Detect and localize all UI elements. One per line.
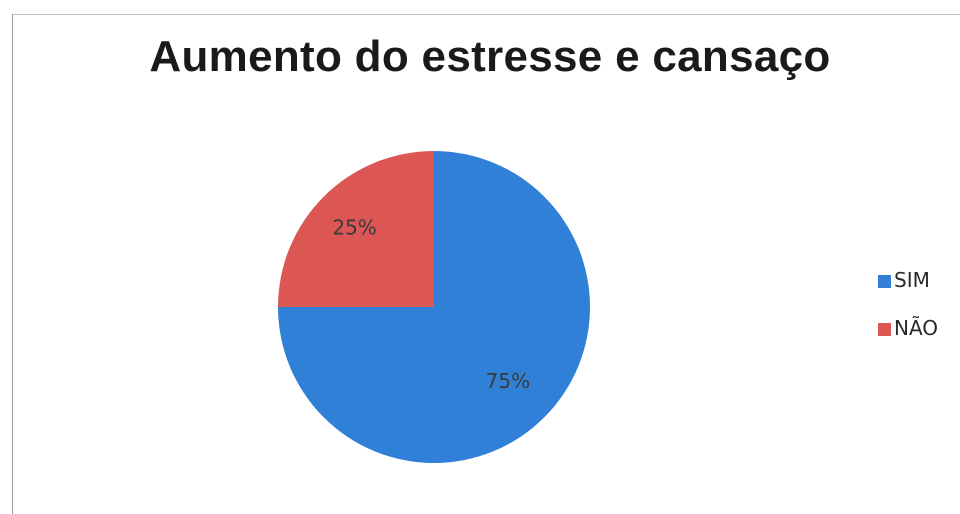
legend-item-nao: NÃO — [878, 316, 938, 340]
data-label-nao: 25% — [332, 216, 376, 240]
legend-item-sim: SIM — [878, 268, 938, 292]
chart-frame — [12, 14, 960, 514]
legend-label-sim: SIM — [894, 268, 930, 292]
chart-title: Aumento do estresse e cansaço — [149, 32, 831, 81]
legend-label-nao: NÃO — [894, 316, 939, 340]
chart-legend: SIM NÃO — [878, 268, 938, 364]
data-label-sim: 75% — [486, 369, 530, 393]
legend-swatch-sim — [878, 275, 891, 288]
pie-slice-nao — [278, 151, 434, 307]
legend-swatch-nao — [878, 323, 891, 336]
